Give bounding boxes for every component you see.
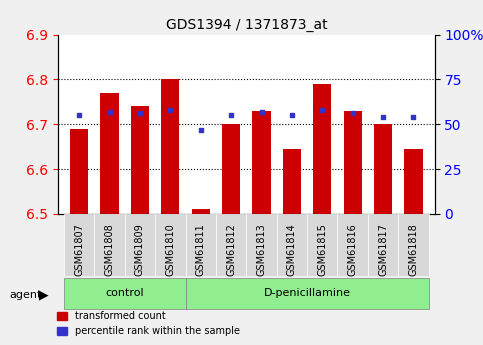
- Bar: [343, 111, 362, 214]
- Text: GSM61812: GSM61812: [226, 223, 236, 276]
- FancyBboxPatch shape: [185, 214, 216, 276]
- Bar: [192, 209, 210, 214]
- Text: GSM61817: GSM61817: [378, 223, 388, 276]
- Bar: [283, 149, 301, 214]
- Bar: [70, 129, 88, 214]
- Text: GSM61815: GSM61815: [317, 223, 327, 276]
- Text: GSM61807: GSM61807: [74, 223, 84, 276]
- FancyBboxPatch shape: [64, 214, 94, 276]
- Text: GSM61813: GSM61813: [256, 223, 267, 276]
- Bar: [313, 84, 331, 214]
- Text: GSM61808: GSM61808: [105, 223, 114, 276]
- Text: control: control: [105, 288, 144, 298]
- Bar: [161, 79, 180, 214]
- FancyBboxPatch shape: [398, 214, 428, 276]
- Point: [197, 127, 205, 132]
- Title: GDS1394 / 1371873_at: GDS1394 / 1371873_at: [166, 18, 327, 32]
- Point: [136, 111, 144, 116]
- FancyBboxPatch shape: [185, 278, 428, 309]
- Text: GSM61811: GSM61811: [196, 223, 206, 276]
- Bar: [374, 124, 392, 214]
- Text: D-penicillamine: D-penicillamine: [264, 288, 351, 298]
- Text: GSM61809: GSM61809: [135, 223, 145, 276]
- Text: GSM61816: GSM61816: [348, 223, 358, 276]
- FancyBboxPatch shape: [368, 214, 398, 276]
- Text: GSM61810: GSM61810: [165, 223, 175, 276]
- Text: GSM61818: GSM61818: [409, 223, 418, 276]
- Bar: [222, 124, 240, 214]
- FancyBboxPatch shape: [277, 214, 307, 276]
- Bar: [404, 149, 423, 214]
- Point: [75, 112, 83, 118]
- Point: [227, 112, 235, 118]
- Point: [106, 109, 114, 115]
- Text: GSM61814: GSM61814: [287, 223, 297, 276]
- Bar: [253, 111, 270, 214]
- FancyBboxPatch shape: [94, 214, 125, 276]
- FancyBboxPatch shape: [155, 214, 185, 276]
- Point: [410, 114, 417, 120]
- Bar: [131, 106, 149, 214]
- Text: agent: agent: [10, 290, 42, 300]
- Point: [379, 114, 387, 120]
- Point: [318, 107, 326, 112]
- FancyBboxPatch shape: [216, 214, 246, 276]
- Text: ▶: ▶: [39, 288, 48, 302]
- Point: [288, 112, 296, 118]
- Point: [257, 109, 265, 115]
- FancyBboxPatch shape: [125, 214, 155, 276]
- FancyBboxPatch shape: [246, 214, 277, 276]
- Legend: transformed count, percentile rank within the sample: transformed count, percentile rank withi…: [53, 307, 243, 340]
- Point: [349, 111, 356, 116]
- FancyBboxPatch shape: [338, 214, 368, 276]
- Point: [167, 107, 174, 112]
- FancyBboxPatch shape: [307, 214, 338, 276]
- FancyBboxPatch shape: [64, 278, 185, 309]
- Bar: [100, 93, 119, 214]
